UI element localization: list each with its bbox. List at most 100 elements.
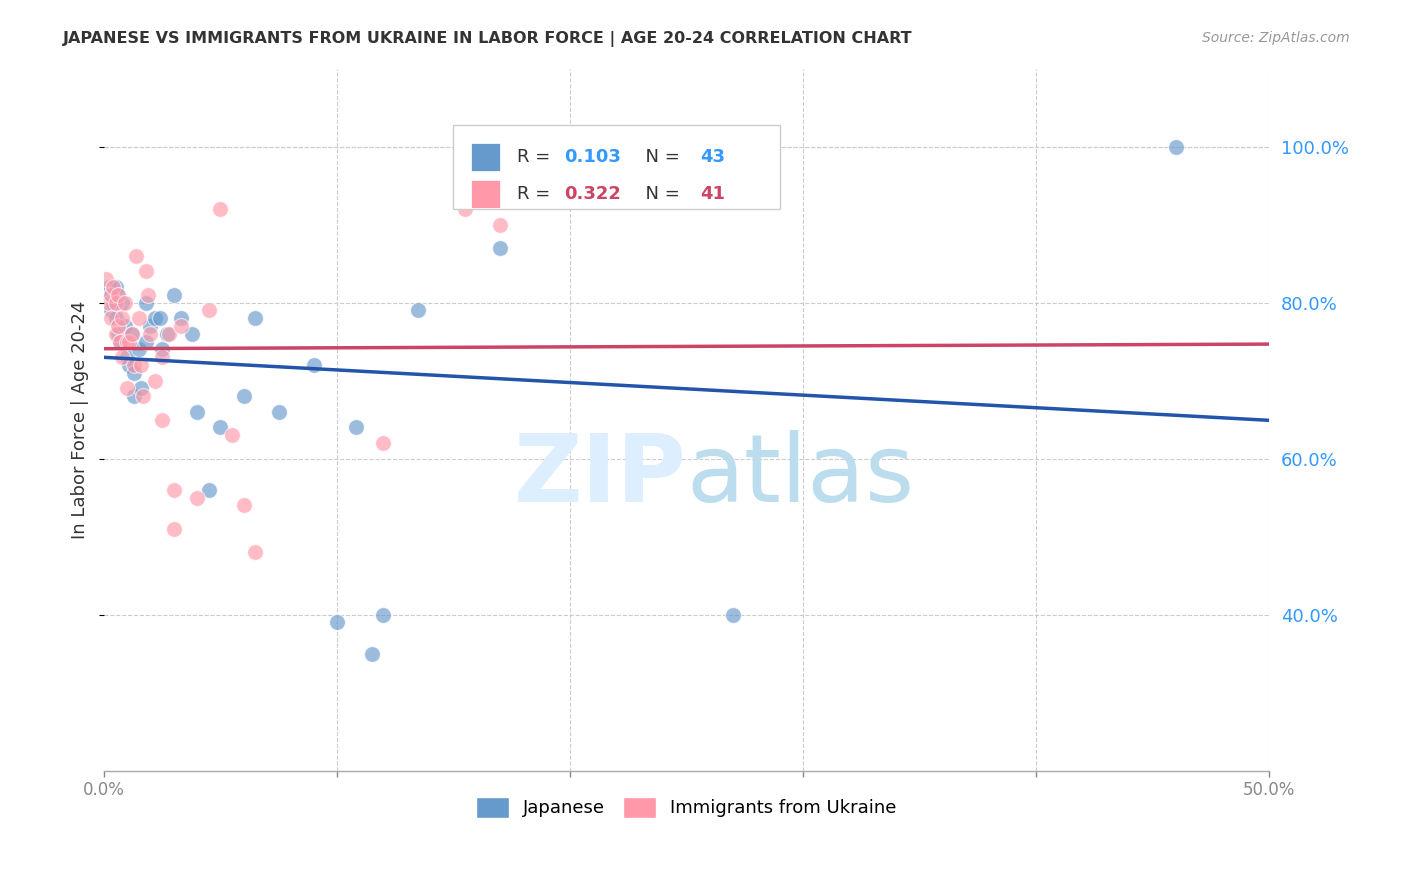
Point <box>100 287 122 301</box>
Point <box>150 343 173 357</box>
Point <box>111 295 134 310</box>
Point <box>245 545 267 559</box>
Point <box>100 287 122 301</box>
Point <box>118 334 141 349</box>
Point <box>115 334 138 349</box>
Point <box>100 303 122 318</box>
Point <box>267 405 290 419</box>
Point <box>104 311 127 326</box>
Point <box>136 287 159 301</box>
Point <box>97 280 120 294</box>
Point <box>107 318 129 333</box>
Legend: Japanese, Immigrants from Ukraine: Japanese, Immigrants from Ukraine <box>470 789 904 825</box>
Point <box>132 389 155 403</box>
Text: N =: N = <box>634 185 686 202</box>
Point <box>107 326 129 341</box>
Point <box>232 499 254 513</box>
Point <box>232 389 254 403</box>
Point <box>122 358 145 372</box>
Point <box>122 366 145 380</box>
Point <box>101 280 124 294</box>
Point <box>96 272 118 286</box>
Point <box>344 420 367 434</box>
Point <box>373 607 395 622</box>
Point <box>104 326 127 341</box>
Bar <box>453 125 780 209</box>
Point <box>163 287 186 301</box>
Bar <box>471 180 501 208</box>
Point <box>156 326 179 341</box>
Point <box>209 420 232 434</box>
Point <box>170 318 193 333</box>
Y-axis label: In Labor Force | Age 20-24: In Labor Force | Age 20-24 <box>72 301 89 539</box>
Point <box>97 295 120 310</box>
Point <box>135 334 157 349</box>
Point <box>721 607 744 622</box>
Text: JAPANESE VS IMMIGRANTS FROM UKRAINE IN LABOR FORCE | AGE 20-24 CORRELATION CHART: JAPANESE VS IMMIGRANTS FROM UKRAINE IN L… <box>63 31 912 47</box>
Text: R =: R = <box>517 148 557 166</box>
Point <box>101 295 124 310</box>
Point <box>114 318 136 333</box>
Point <box>143 311 166 326</box>
Point <box>115 381 138 395</box>
Point <box>150 412 173 426</box>
Point <box>373 436 395 450</box>
Point <box>135 295 157 310</box>
Point <box>118 358 141 372</box>
Point <box>181 326 204 341</box>
Point <box>163 483 186 497</box>
Point <box>122 389 145 403</box>
Point <box>104 295 127 310</box>
Point <box>108 334 131 349</box>
Point <box>163 522 186 536</box>
Point <box>157 326 180 341</box>
Text: 41: 41 <box>700 185 725 202</box>
Point <box>221 428 243 442</box>
Point <box>186 491 208 505</box>
Point <box>454 202 477 216</box>
Point <box>121 326 143 341</box>
Point <box>111 311 134 326</box>
Point <box>209 202 232 216</box>
Text: 43: 43 <box>700 148 725 166</box>
Point <box>128 311 150 326</box>
Text: R =: R = <box>517 185 557 202</box>
Point <box>489 218 512 232</box>
Point <box>143 374 166 388</box>
Point <box>489 241 512 255</box>
Point <box>129 358 152 372</box>
Point <box>100 311 122 326</box>
Text: atlas: atlas <box>686 430 915 522</box>
Point <box>245 311 267 326</box>
Point <box>139 326 162 341</box>
Point <box>360 647 382 661</box>
Point <box>107 287 129 301</box>
Point <box>115 350 138 364</box>
Point <box>104 280 127 294</box>
Text: 0.103: 0.103 <box>564 148 621 166</box>
Point <box>121 326 143 341</box>
Text: N =: N = <box>634 148 686 166</box>
Bar <box>471 143 501 170</box>
Point <box>302 358 325 372</box>
Point <box>135 264 157 278</box>
Point <box>139 318 162 333</box>
Point <box>186 405 208 419</box>
Point <box>125 249 148 263</box>
Point <box>114 295 136 310</box>
Point <box>111 350 134 364</box>
Point <box>108 334 131 349</box>
Text: Source: ZipAtlas.com: Source: ZipAtlas.com <box>1202 31 1350 45</box>
Point <box>149 311 172 326</box>
Point <box>197 303 219 318</box>
Text: 0.322: 0.322 <box>564 185 621 202</box>
Point <box>107 287 129 301</box>
Point <box>1164 139 1187 153</box>
Point <box>150 350 173 364</box>
Point <box>408 303 430 318</box>
Point <box>128 343 150 357</box>
Point <box>197 483 219 497</box>
Point <box>326 615 349 630</box>
Point <box>129 381 152 395</box>
Text: ZIP: ZIP <box>513 430 686 522</box>
